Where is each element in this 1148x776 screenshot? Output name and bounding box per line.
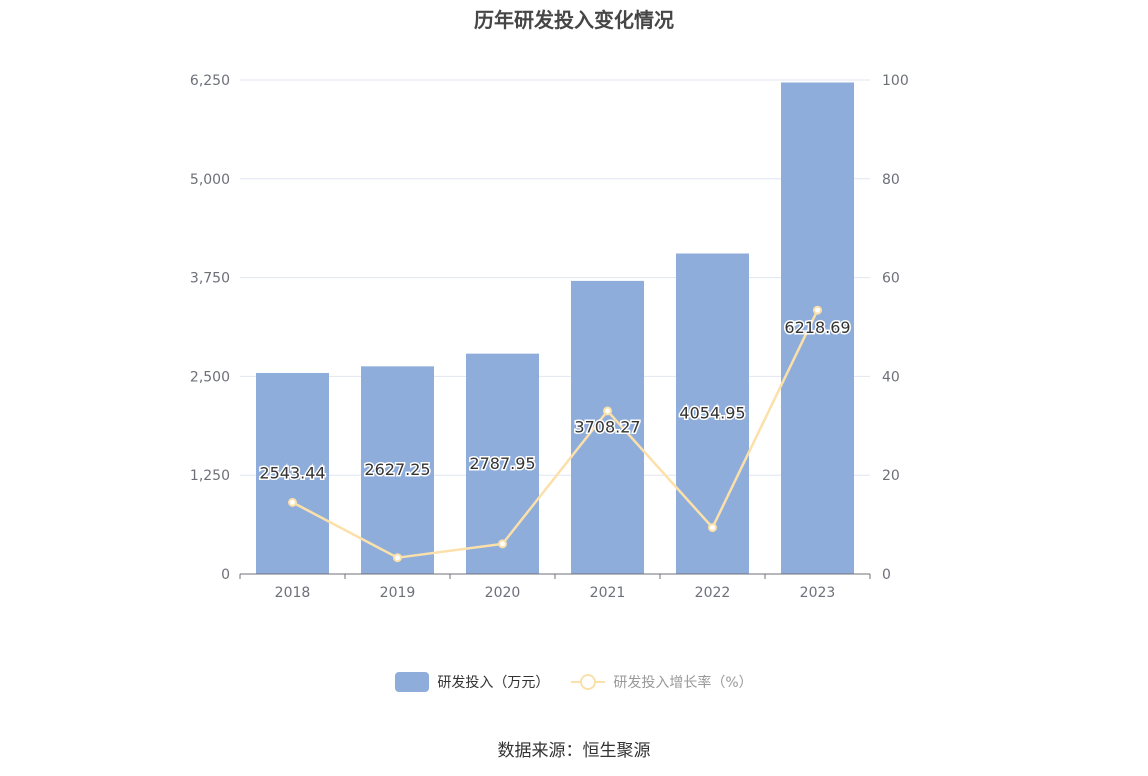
line-layer [288, 305, 822, 563]
bars-layer [256, 82, 854, 575]
bar [676, 253, 749, 574]
bar [361, 366, 434, 574]
legend-item-rd-investment[interactable]: 研发投入（万元） [395, 672, 549, 692]
legend-label-rd-investment: 研发投入（万元） [437, 675, 550, 691]
label-layer: 2543.44 2627.25 2787.95 3708.27 4054.95 6218.… [258, 317, 852, 484]
growth-point [708, 523, 717, 533]
growth-line [291, 309, 819, 559]
y-right-tick-label: 20 [882, 468, 900, 484]
x-tick-label: 2022 [695, 585, 731, 601]
y-left-tick-label: 6,250 [190, 73, 230, 89]
y-left-tick-label: 5,000 [190, 172, 230, 188]
y-left-tick-label: 1,250 [190, 468, 230, 484]
growth-point [288, 497, 297, 507]
y-right-tick-label: 60 [882, 271, 900, 287]
bar-data-label: 2787.95 [469, 454, 535, 473]
x-tick-label: 2023 [800, 585, 836, 601]
y-right-tick-label: 40 [882, 369, 900, 385]
x-tick-label: 2021 [590, 585, 626, 601]
y-left-tick-label: 0 [221, 567, 230, 583]
bar-data-label: 2627.25 [364, 460, 430, 479]
legend-item-growth-rate[interactable]: 研发投入增长率（%） [571, 672, 753, 692]
chart-title: 历年研发投入变化情况 [474, 8, 674, 32]
y-right-tick-label: 0 [882, 567, 891, 583]
growth-point [603, 406, 612, 416]
y-left-tick-label: 2,500 [190, 369, 230, 385]
y-right-tick-label: 80 [882, 172, 900, 188]
chart-plot: 0 1,250 2,500 3,750 5,000 6,250 0 20 40 60 80 100 20… [190, 73, 909, 601]
x-tick-label: 2019 [380, 585, 416, 601]
bar-data-label: 4054.95 [679, 404, 745, 423]
bar [256, 372, 329, 574]
y-right-tick-label: 100 [882, 73, 909, 89]
bar-data-label: 2543.44 [259, 463, 325, 482]
legend: 研发投入（万元） 研发投入增长率（%） [0, 672, 1148, 692]
x-tick-label: 2018 [275, 585, 311, 601]
bar [781, 82, 854, 575]
y-left-tick-label: 3,750 [190, 271, 230, 287]
x-tick-label: 2020 [485, 585, 521, 601]
grid-layer [240, 79, 870, 476]
growth-point [393, 553, 402, 563]
legend-bar-swatch [395, 672, 430, 692]
axis-layer: 0 1,250 2,500 3,750 5,000 6,250 0 20 40 60 80 100 20… [190, 73, 909, 601]
bar [571, 280, 644, 574]
growth-point [813, 305, 822, 315]
bar-data-label: 3708.27 [574, 417, 640, 436]
bar-data-label: 6218.69 [784, 318, 850, 337]
source-note: 数据来源：恒生聚源 [497, 741, 651, 761]
legend-line-swatch [571, 672, 606, 692]
growth-point [498, 539, 507, 549]
legend-label-growth-rate: 研发投入增长率（%） [613, 675, 753, 691]
bar [466, 353, 539, 574]
